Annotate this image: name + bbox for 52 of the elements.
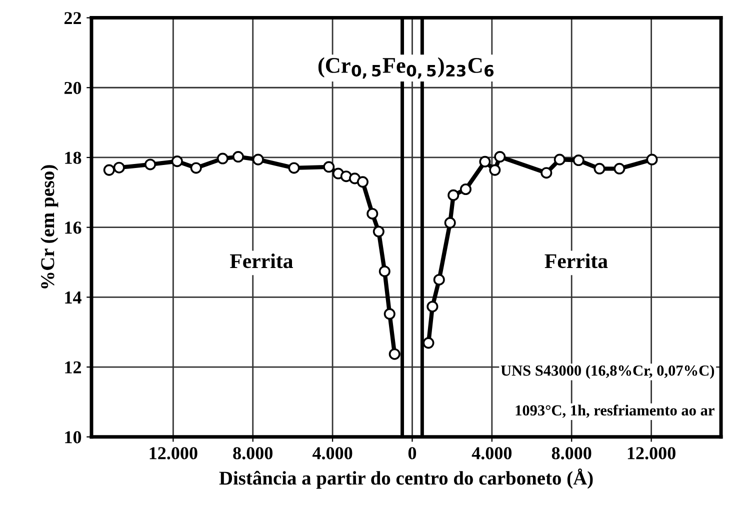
y-tick-label: 18 — [65, 152, 82, 164]
y-tick-label: 12 — [65, 361, 81, 374]
point — [594, 162, 606, 174]
point — [323, 161, 335, 173]
point — [232, 151, 244, 163]
point — [479, 156, 491, 168]
y-tick-label: 22 — [64, 12, 81, 24]
y-tick-label: 16 — [65, 222, 82, 234]
y-tick-label: 10 — [65, 431, 82, 444]
point — [388, 348, 400, 360]
point — [372, 226, 384, 238]
point — [444, 217, 456, 229]
point — [489, 164, 501, 176]
x-tick-label: 4.000 — [312, 447, 352, 460]
annotation: Ferrita — [544, 254, 608, 268]
annotation: UNS S43000 (16,8%Cr, 0,07%C) — [500, 364, 714, 379]
annotation: 1093°C, 1h, resfriamento ao ar — [516, 404, 714, 418]
point — [433, 274, 445, 286]
x-tick-label: 8.000 — [233, 447, 272, 460]
point — [422, 337, 434, 349]
point — [144, 158, 156, 170]
point — [288, 162, 300, 174]
point — [646, 154, 658, 166]
point — [554, 154, 566, 166]
y-tick-label: 14 — [65, 292, 82, 304]
annotation: Ferrita — [230, 254, 293, 268]
point — [460, 183, 472, 196]
y-tick-label: 20 — [64, 82, 82, 94]
point — [384, 308, 396, 320]
x-tick-label: 0 — [408, 447, 416, 460]
point — [426, 300, 438, 312]
x-tick-label: 12.000 — [628, 447, 676, 460]
point — [540, 167, 552, 179]
point — [113, 162, 125, 174]
point — [216, 152, 228, 164]
point — [366, 208, 378, 220]
point — [572, 154, 584, 166]
point — [448, 189, 460, 201]
x-axis-title: Distância a partir do centro do carboneto (Å) — [219, 468, 593, 489]
point — [378, 266, 390, 278]
point — [103, 164, 115, 176]
x-tick-label: 4.000 — [472, 447, 512, 460]
annotation: (Cr$_{0,5}$Fe$_{0,5}$)$_{23}$C$_{6}$ — [318, 57, 494, 79]
point — [494, 151, 506, 163]
point — [190, 162, 202, 174]
point — [356, 176, 368, 188]
point — [614, 162, 626, 174]
y-axis-title: %Cr (em peso) — [40, 165, 58, 288]
point — [252, 154, 264, 166]
x-tick-label: 8.000 — [552, 447, 592, 460]
point — [171, 156, 183, 168]
x-tick-label: 12.000 — [150, 447, 198, 460]
